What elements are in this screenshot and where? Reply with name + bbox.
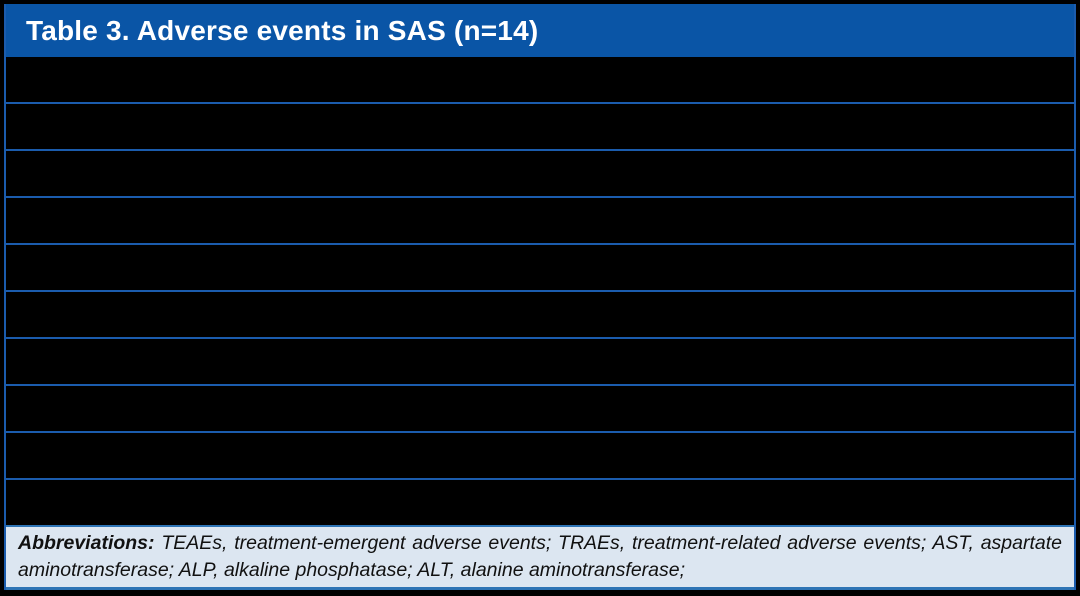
table-row xyxy=(6,290,1074,337)
table-row xyxy=(6,384,1074,431)
table-row xyxy=(6,149,1074,196)
table-row xyxy=(6,102,1074,149)
abbreviations-label: Abbreviations: xyxy=(18,532,155,554)
table-row xyxy=(6,243,1074,290)
table-row xyxy=(6,431,1074,478)
table-footnote: Abbreviations: TEAEs, treatment-emergent… xyxy=(6,525,1074,590)
adverse-events-table: Table 3. Adverse events in SAS (n=14) Ab… xyxy=(4,4,1076,590)
table-row xyxy=(6,337,1074,384)
table-title: Table 3. Adverse events in SAS (n=14) xyxy=(26,14,539,46)
abbreviations-paragraph: Abbreviations: TEAEs, treatment-emergent… xyxy=(18,530,1062,584)
table-row xyxy=(6,478,1074,525)
table-title-bar: Table 3. Adverse events in SAS (n=14) xyxy=(6,4,1074,57)
abbreviations-text: TEAEs, treatment-emergent adverse events… xyxy=(18,532,1063,581)
table-row xyxy=(6,196,1074,243)
table-row xyxy=(6,57,1074,102)
table-body xyxy=(6,57,1074,525)
